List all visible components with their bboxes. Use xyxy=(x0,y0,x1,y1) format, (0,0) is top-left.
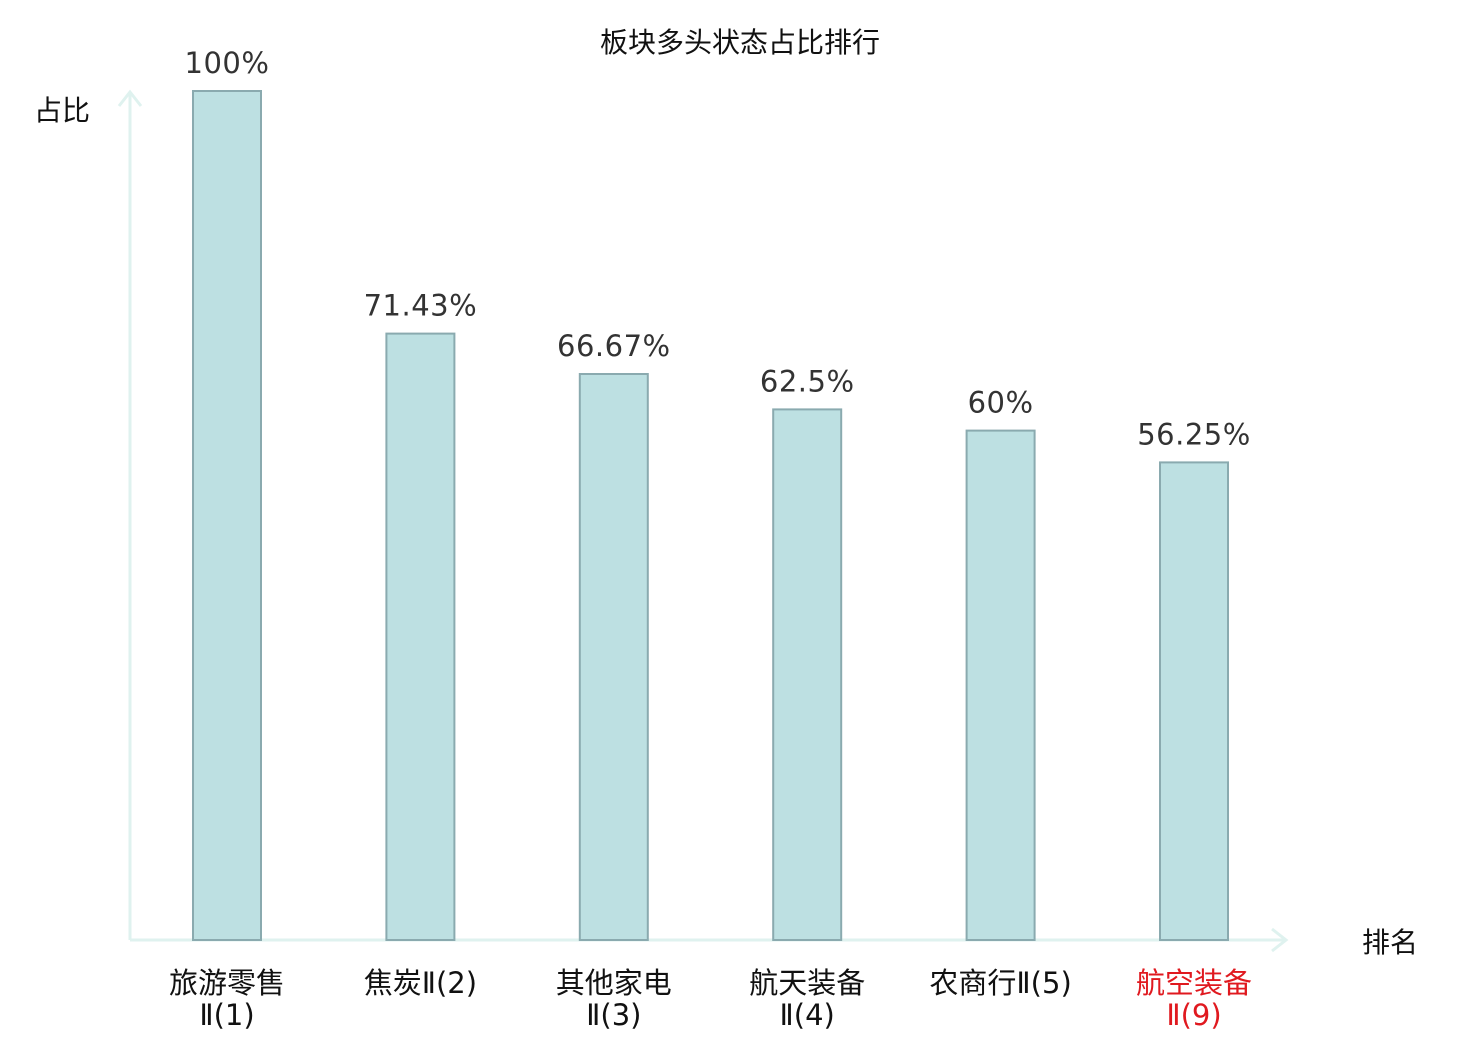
bars-group xyxy=(192,90,1229,942)
category-label-1-line-1: 旅游零售 xyxy=(169,966,285,1000)
category-label-6-line-1: 航空装备 xyxy=(1136,966,1252,1000)
y-axis-label: 占比 xyxy=(34,94,90,127)
value-labels-group: 100% 71.43% 66.67% 62.5% 60% 56.25% xyxy=(185,46,1251,451)
value-label-2: 71.43% xyxy=(364,289,478,323)
category-label-5-line-1: 农商行Ⅱ(5) xyxy=(929,966,1071,1000)
bar-2 xyxy=(385,332,456,942)
y-axis-arrow xyxy=(117,89,143,107)
value-label-1: 100% xyxy=(185,46,270,80)
bar-6 xyxy=(1159,461,1229,941)
category-label-3-line-1: 其他家电 xyxy=(556,966,672,1000)
axes xyxy=(117,89,1289,953)
bar-3 xyxy=(578,373,649,941)
value-label-5: 60% xyxy=(968,386,1034,420)
category-label-4-line-1: 航天装备 xyxy=(749,966,865,1000)
category-label-4-line-2: Ⅱ(4) xyxy=(780,998,835,1032)
category-label-1-line-2: Ⅱ(1) xyxy=(199,998,254,1032)
bar-5 xyxy=(965,429,1036,941)
chart-title: 板块多头状态占比排行 xyxy=(600,26,880,59)
x-axis-arrow xyxy=(1271,927,1289,953)
value-label-3: 66.67% xyxy=(557,329,671,363)
value-label-6: 56.25% xyxy=(1137,417,1251,451)
bar-4 xyxy=(772,408,843,941)
category-label-2-line-1: 焦炭Ⅱ(2) xyxy=(364,966,477,1000)
value-label-4: 62.5% xyxy=(760,364,855,398)
bar-1 xyxy=(192,90,262,941)
x-axis-label: 排名 xyxy=(1362,926,1418,959)
category-label-6-line-2: Ⅱ(9) xyxy=(1166,998,1221,1032)
category-label-3-line-2: Ⅱ(3) xyxy=(586,998,641,1032)
